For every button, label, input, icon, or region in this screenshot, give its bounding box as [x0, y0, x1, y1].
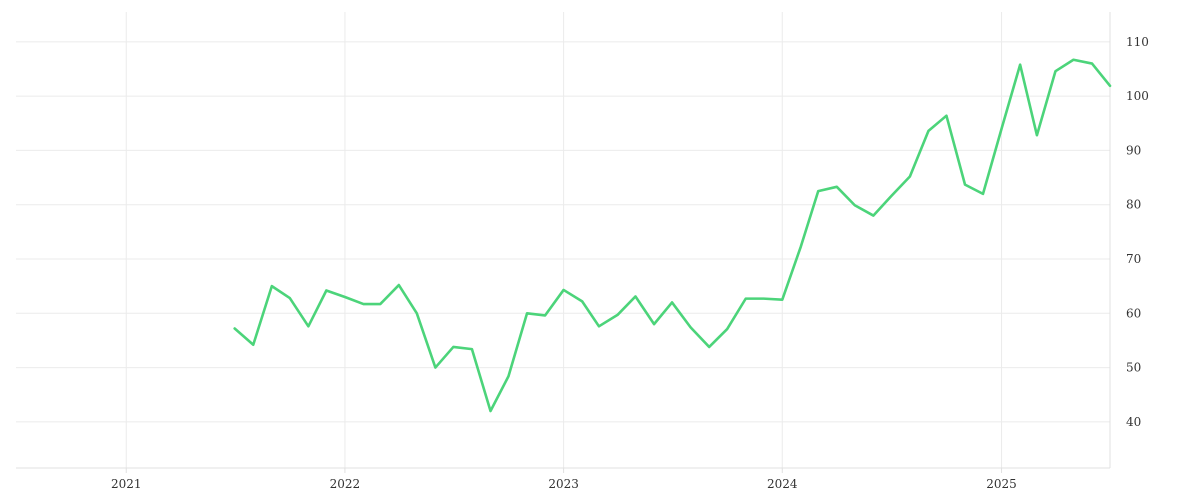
data-point: [744, 297, 747, 300]
data-point: [1019, 63, 1022, 66]
data-point: [853, 204, 856, 207]
data-point: [890, 195, 893, 198]
y-tick-label: 100: [1126, 89, 1149, 103]
data-point: [271, 285, 274, 288]
data-point: [1109, 85, 1112, 88]
data-point: [362, 303, 365, 306]
data-point: [634, 295, 637, 298]
y-tick-label: 50: [1126, 361, 1141, 375]
data-point: [416, 312, 419, 315]
data-point: [671, 301, 674, 304]
data-point: [344, 296, 347, 299]
data-point: [289, 297, 292, 300]
data-point: [689, 326, 692, 329]
data-point: [581, 300, 584, 303]
data-point: [307, 325, 310, 328]
data-point: [544, 314, 547, 317]
data-point: [471, 348, 474, 351]
data-point: [909, 175, 912, 178]
data-point: [836, 186, 839, 189]
data-point: [598, 325, 601, 328]
series-line-0: [233, 58, 1112, 413]
data-point: [726, 328, 729, 331]
data-point: [398, 284, 401, 287]
data-point: [653, 323, 656, 326]
y-tick-label: 60: [1126, 306, 1141, 320]
data-point: [252, 343, 255, 346]
data-point: [434, 366, 437, 369]
x-tick-label: 2022: [330, 477, 361, 491]
data-point: [1054, 70, 1057, 73]
y-tick-label: 70: [1126, 252, 1141, 266]
data-point: [708, 346, 711, 349]
data-point: [982, 193, 985, 196]
data-point: [452, 346, 455, 349]
grid: [16, 12, 1110, 468]
data-point: [1000, 127, 1003, 130]
data-point: [489, 410, 492, 413]
y-tick-label: 80: [1126, 198, 1141, 212]
data-point: [964, 183, 967, 186]
x-tick-label: 2023: [548, 477, 579, 491]
data-point: [526, 312, 529, 315]
data-point: [800, 245, 803, 248]
data-point: [1091, 62, 1094, 65]
y-tick-label: 110: [1126, 35, 1149, 49]
data-point: [507, 375, 510, 378]
x-tick-label: 2024: [767, 477, 798, 491]
data-point: [872, 214, 875, 217]
data-point: [379, 303, 382, 306]
data-point: [817, 190, 820, 193]
data-point: [781, 298, 784, 301]
data-point: [325, 289, 328, 292]
data-point: [233, 327, 236, 330]
data-point: [1072, 58, 1075, 61]
y-tick-label: 90: [1126, 143, 1141, 157]
data-point: [927, 130, 930, 133]
data-point: [762, 297, 765, 300]
series-layer: [233, 58, 1112, 413]
data-point: [1036, 134, 1039, 137]
tick-labels: 40 50 60 70 80 90 100 110 2021 2022 2023 2024 2025: [111, 35, 1149, 491]
axes: [16, 12, 1111, 473]
y-tick-label: 40: [1126, 415, 1141, 429]
x-tick-label: 2025: [986, 477, 1017, 491]
data-point: [562, 289, 565, 292]
data-point: [616, 314, 619, 317]
data-point: [945, 114, 948, 117]
x-tick-label: 2021: [111, 477, 142, 491]
